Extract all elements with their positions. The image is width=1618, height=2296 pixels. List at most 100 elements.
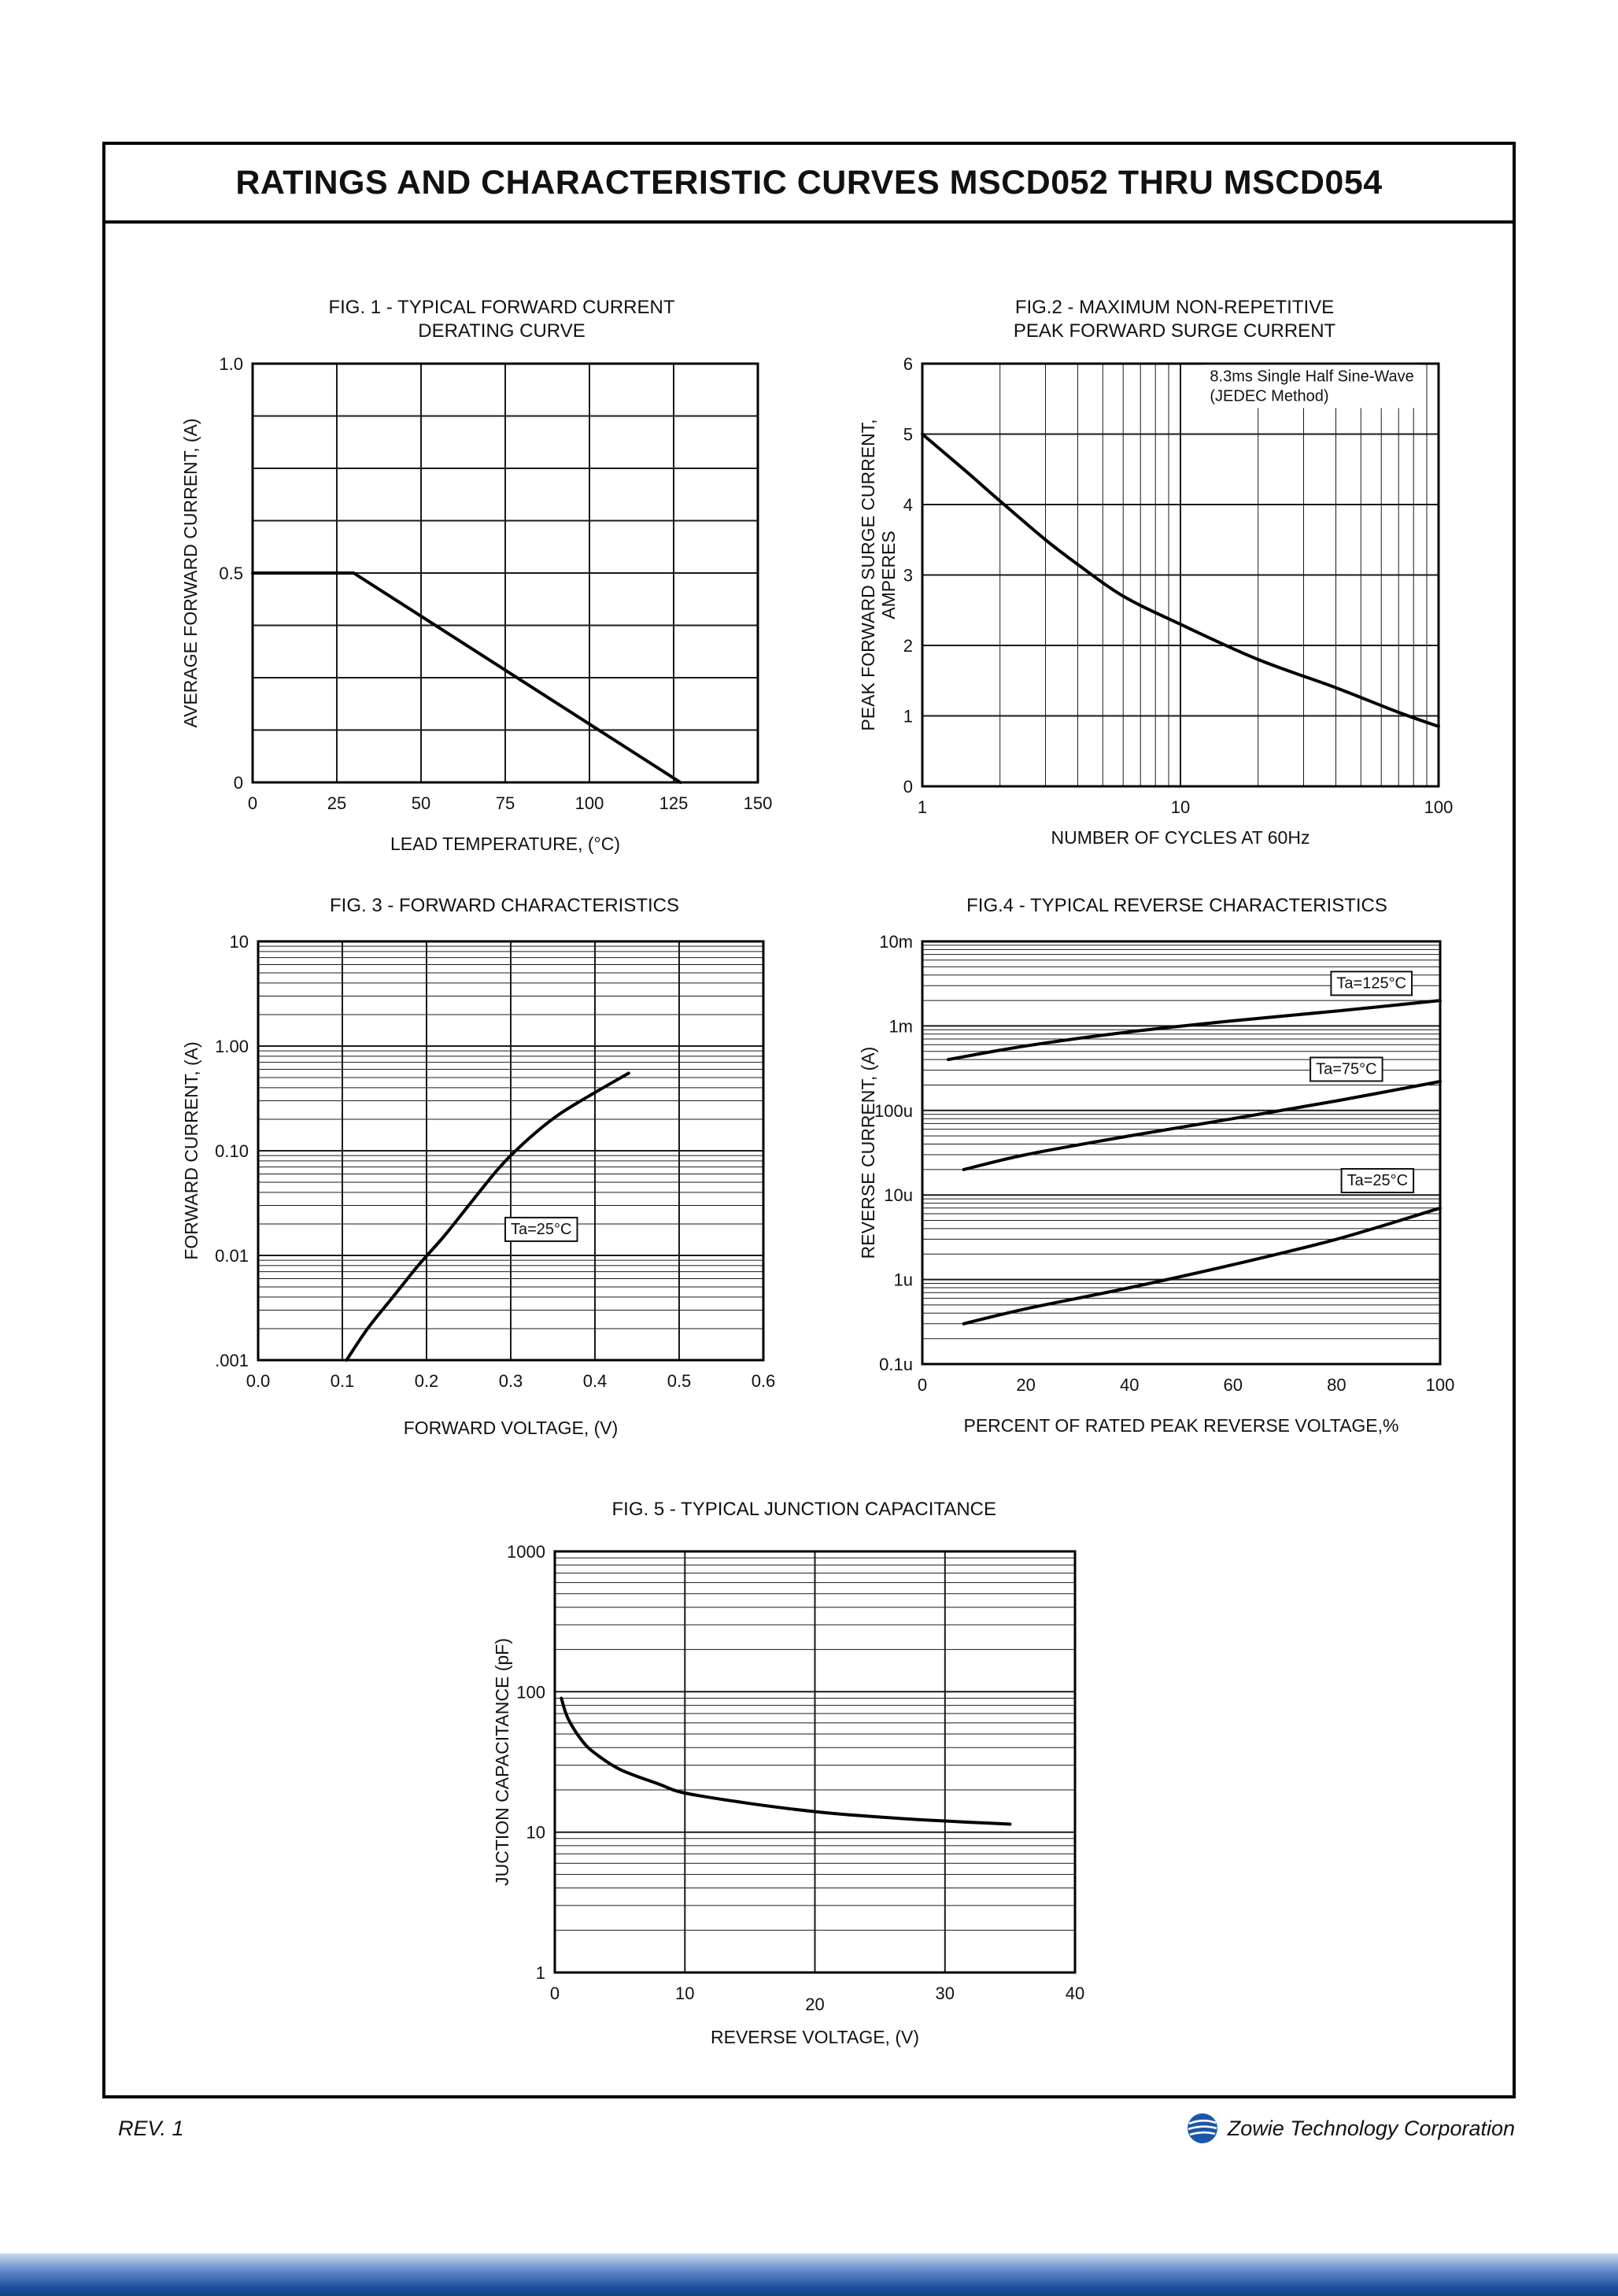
- fig2-plot-area: 1 10 100 0 1 2 3 4 5 6 NUMBER OF CYCLES AT 60Hz PEA…: [854, 349, 1483, 861]
- curve-capacitance: [560, 1696, 1012, 1826]
- svg-text:0.01: 0.01: [215, 1246, 249, 1266]
- svg-text:80: 80: [1327, 1375, 1346, 1395]
- svg-text:25: 25: [327, 793, 346, 813]
- chart-annotation: 8.3ms Single Half Sine-Wave (JEDEC Method…: [1204, 364, 1420, 409]
- svg-text:1: 1: [903, 707, 913, 727]
- chart-annotation: Ta=125°C: [1330, 971, 1413, 996]
- svg-text:0: 0: [918, 1375, 927, 1395]
- svg-text:100u: 100u: [874, 1101, 913, 1121]
- curve-ta-75c: [962, 1080, 1442, 1171]
- svg-text:0.4: 0.4: [583, 1371, 608, 1391]
- revision-label: REV. 1: [118, 2116, 184, 2140]
- svg-text:1: 1: [918, 797, 927, 817]
- chart-annotation: Ta=25°C: [1340, 1168, 1415, 1193]
- fig2-surge-chart: FIG.2 - MAXIMUM NON-REPETITIVE PEAK FORW…: [854, 296, 1483, 861]
- svg-text:10m: 10m: [879, 932, 913, 952]
- svg-text:30: 30: [936, 1984, 955, 2003]
- svg-text:100: 100: [1426, 1375, 1455, 1395]
- svg-text:1.0: 1.0: [219, 354, 243, 374]
- svg-text:100: 100: [575, 793, 604, 813]
- svg-text:75: 75: [496, 793, 515, 813]
- svg-text:2: 2: [903, 636, 913, 656]
- curve-forward: [345, 1071, 630, 1362]
- svg-text:10u: 10u: [884, 1185, 913, 1205]
- svg-text:JUCTION CAPACITANCE (pF): JUCTION CAPACITANCE (pF): [492, 1638, 512, 1886]
- fig3-title: FIG. 3 - FORWARD CHARACTERISTICS: [196, 894, 813, 918]
- svg-text:0: 0: [248, 793, 257, 813]
- svg-text:0.1: 0.1: [331, 1371, 355, 1391]
- svg-text:1m: 1m: [888, 1016, 913, 1036]
- fig5-plot-area: 0 10 20 30 40 1000 100 10 1 REVERSE VOLTAGE, (V) J…: [439, 1528, 1147, 2083]
- chart-annotation: Ta=25°C: [504, 1216, 578, 1242]
- svg-text:PERCENT OF RATED PEAK REVERSE: PERCENT OF RATED PEAK REVERSE VOLTAGE,%: [964, 1415, 1399, 1436]
- svg-text:0: 0: [234, 773, 243, 793]
- fig4-reverse-chart: FIG.4 - TYPICAL REVERSE CHARACTERISTICS …: [854, 894, 1491, 1450]
- fig4-plot-area: 0 20 40 60 80 100 10m 1m 100u 10u 1u 0.1u PERCENT OF…: [854, 924, 1491, 1450]
- svg-text:10: 10: [675, 1984, 694, 2003]
- svg-text:60: 60: [1224, 1375, 1243, 1395]
- svg-text:100: 100: [516, 1682, 545, 1702]
- fig5-title-line1: FIG. 5 - TYPICAL JUNCTION CAPACITANCE: [611, 1499, 996, 1520]
- svg-text:0.5: 0.5: [219, 564, 243, 583]
- svg-text:5: 5: [903, 425, 913, 445]
- page-title: RATINGS AND CHARACTERISTIC CURVES MSCD05…: [235, 163, 1383, 202]
- company-name: Zowie Technology Corporation: [1227, 2116, 1515, 2140]
- svg-text:FORWARD CURRENT, (A): FORWARD CURRENT, (A): [183, 1041, 201, 1259]
- svg-text:Ta=25°C: Ta=25°C: [511, 1221, 572, 1238]
- svg-text:REVERSE VOLTAGE, (V): REVERSE VOLTAGE, (V): [711, 2027, 919, 2047]
- fig4-title-line1: FIG.4 - TYPICAL REVERSE CHARACTERISTICS: [966, 895, 1387, 916]
- fig1-plot-area: 0 25 50 75 100 125 150 0 0.5 1.0 LEAD TEMPERATURE,…: [179, 349, 817, 873]
- svg-text:AVERAGE FORWARD CURRENT, (A): AVERAGE FORWARD CURRENT, (A): [180, 418, 201, 727]
- svg-text:20: 20: [805, 1995, 824, 2014]
- fig1-title-line2: DERATING CURVE: [418, 320, 586, 342]
- svg-text:10: 10: [230, 932, 249, 952]
- fig5-title: FIG. 5 - TYPICAL JUNCTION CAPACITANCE: [461, 1498, 1148, 1521]
- curve-surge: [921, 432, 1440, 728]
- svg-text:1.00: 1.00: [215, 1037, 249, 1056]
- svg-text:40: 40: [1120, 1375, 1139, 1395]
- svg-text:Ta=75°C: Ta=75°C: [1316, 1061, 1377, 1078]
- fig4-title: FIG.4 - TYPICAL REVERSE CHARACTERISTICS: [863, 894, 1491, 918]
- page-title-box: RATINGS AND CHARACTERISTIC CURVES MSCD05…: [102, 142, 1516, 224]
- svg-text:FORWARD VOLTAGE, (V): FORWARD VOLTAGE, (V): [404, 1418, 619, 1438]
- svg-text:40: 40: [1066, 1984, 1084, 2003]
- svg-text:20: 20: [1016, 1375, 1035, 1395]
- svg-text:10: 10: [526, 1823, 545, 1843]
- fig1-title-line1: FIG. 1 - TYPICAL FORWARD CURRENT: [328, 297, 675, 318]
- company-branding: Zowie Technology Corporation: [1187, 2113, 1515, 2144]
- svg-text:0: 0: [550, 1984, 560, 2003]
- svg-text:.001: .001: [215, 1351, 249, 1370]
- svg-text:0.3: 0.3: [499, 1371, 523, 1391]
- fig3-title-line1: FIG. 3 - FORWARD CHARACTERISTICS: [329, 895, 680, 916]
- fig3-forward-chart: FIG. 3 - FORWARD CHARACTERISTICS 0.0 0.1 0…: [181, 894, 813, 1450]
- page-footer: REV. 1 Zowie Technology Corporation: [118, 2113, 1515, 2144]
- svg-text:NUMBER OF CYCLES AT 60Hz: NUMBER OF CYCLES AT 60Hz: [1051, 827, 1310, 848]
- svg-text:LEAD TEMPERATURE, (°C): LEAD TEMPERATURE, (°C): [390, 834, 620, 854]
- svg-text:10: 10: [1171, 797, 1190, 817]
- fig2-title-line1: FIG.2 - MAXIMUM NON-REPETITIVE: [1014, 297, 1335, 318]
- chart-annotation: Ta=75°C: [1310, 1056, 1383, 1082]
- svg-text:0.2: 0.2: [415, 1371, 439, 1391]
- svg-text:1000: 1000: [507, 1542, 545, 1562]
- curve-ta-125c: [946, 999, 1442, 1062]
- svg-text:4: 4: [903, 495, 913, 515]
- svg-text:0: 0: [903, 777, 913, 797]
- svg-text:3: 3: [903, 566, 913, 586]
- svg-text:Ta=125°C: Ta=125°C: [1336, 974, 1406, 992]
- curve-derating: [251, 571, 682, 784]
- fig1-derating-chart: FIG. 1 - TYPICAL FORWARD CURRENT DERATIN…: [179, 296, 817, 873]
- svg-text:150: 150: [744, 793, 773, 813]
- svg-text:0.10: 0.10: [215, 1141, 249, 1161]
- fig1-title: FIG. 1 - TYPICAL FORWARD CURRENT DERATIN…: [187, 296, 817, 343]
- svg-text:1: 1: [536, 1963, 545, 1983]
- svg-text:0.1u: 0.1u: [879, 1355, 913, 1374]
- svg-text:Ta=25°C: Ta=25°C: [1347, 1172, 1409, 1189]
- svg-text:0.5: 0.5: [667, 1371, 692, 1391]
- svg-text:125: 125: [659, 793, 689, 813]
- svg-text:0.0: 0.0: [246, 1371, 271, 1391]
- svg-text:8.3ms Single Half Sine-Wave(JE: 8.3ms Single Half Sine-Wave (JEDEC Method…: [1210, 368, 1413, 405]
- fig2-title-line2: PEAK FORWARD SURGE CURRENT: [1013, 320, 1336, 342]
- fig2-title: FIG.2 - MAXIMUM NON-REPETITIVE PEAK FORW…: [866, 296, 1483, 343]
